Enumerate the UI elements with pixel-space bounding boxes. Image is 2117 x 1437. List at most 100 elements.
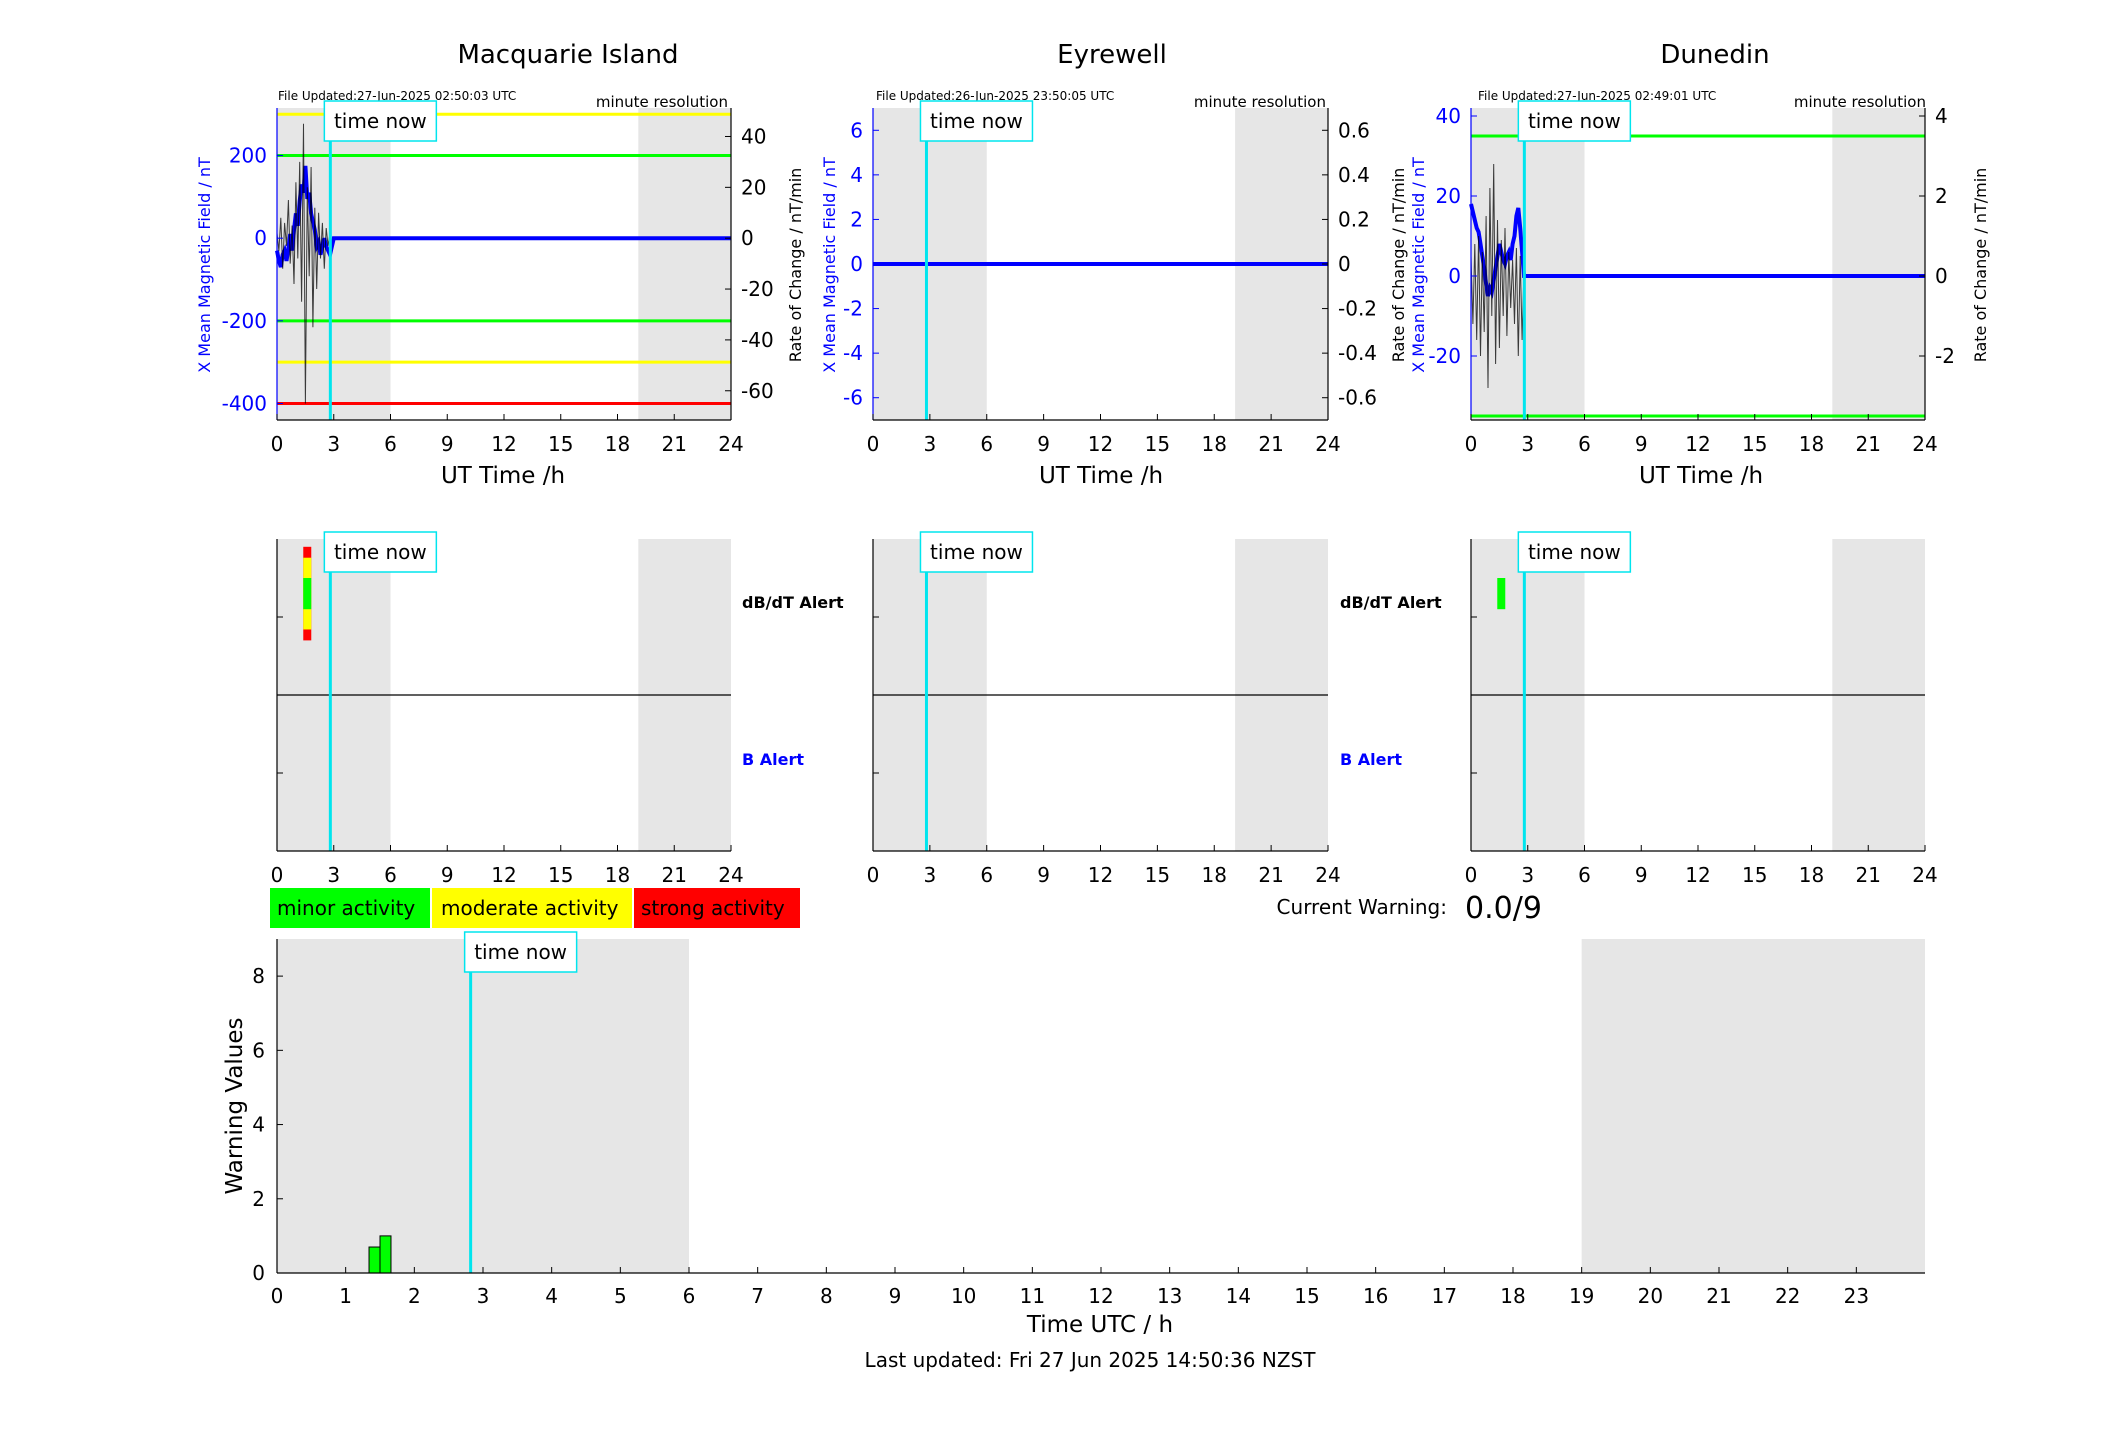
y-right-tick-label: 2 — [1935, 184, 1948, 208]
y-right-tick-label: 0 — [741, 226, 754, 250]
y-left-tick-label: 0 — [254, 226, 267, 250]
y-right-tick-label: 0.2 — [1338, 207, 1370, 231]
y-left-tick-label: -200 — [222, 309, 267, 333]
x-tick-label: 21 — [662, 863, 687, 887]
ylabel-right-dunedin: Rate of Change / nT/min — [1971, 168, 1990, 363]
y-right-tick-label: -40 — [741, 328, 774, 352]
time-now-label: time now — [334, 109, 427, 133]
y-left-tick-label: 0 — [850, 252, 863, 276]
y-left-tick-label: 0 — [1448, 264, 1461, 288]
footer-last-updated: Last updated: Fri 27 Jun 2025 14:50:36 N… — [865, 1348, 1317, 1372]
x-tick-label: 12 — [1685, 432, 1710, 456]
y-right-tick-label: -2 — [1935, 344, 1955, 368]
shaded-night-region — [277, 108, 391, 420]
x-tick-label: 15 — [1145, 432, 1170, 456]
x-tick-label: 12 — [1685, 863, 1710, 887]
ylabel-right-eyrewell: Rate of Change / nT/min — [1389, 168, 1408, 363]
y-left-tick-label: 20 — [1436, 184, 1461, 208]
x-tick-label: 24 — [1912, 432, 1937, 456]
x-tick-label: 17 — [1432, 1284, 1457, 1308]
b-alert-label-macquarie: B Alert — [742, 750, 804, 769]
x-tick-label: 12 — [1088, 863, 1113, 887]
y-right-tick-label: 0 — [1338, 252, 1351, 276]
y-right-tick-label: 20 — [741, 175, 766, 199]
y-right-tick-label: -60 — [741, 379, 774, 403]
resolution-macquarie: minute resolution — [596, 93, 728, 111]
x-tick-label: 21 — [1258, 432, 1283, 456]
panel-dunedin_alert: time now 0 3 6 9 12 15 18 21 24 — [1465, 531, 1938, 887]
time-now-label-box — [323, 531, 438, 573]
title-macquarie: Macquarie Island — [457, 40, 678, 70]
x-tick-label: 18 — [1500, 1284, 1525, 1308]
x-tick-label: 18 — [605, 863, 630, 887]
y-right-tick-label: 40 — [741, 124, 766, 148]
y-tick-label: 4 — [252, 1113, 265, 1137]
ylabel-left-macquarie: X Mean Magnetic Field / nT — [195, 157, 214, 373]
time-now-label: time now — [474, 940, 567, 964]
dbdt-alert-label-macquarie: dB/dT Alert — [742, 593, 844, 612]
y-left-tick-label: 2 — [850, 207, 863, 231]
y-left-tick-label: 6 — [850, 118, 863, 142]
y-left-tick-label: 40 — [1436, 104, 1461, 128]
x-tick-label: 22 — [1775, 1284, 1800, 1308]
x-tick-label: 3 — [924, 863, 937, 887]
time-now-label-box — [919, 531, 1034, 573]
x-tick-label: 0 — [271, 432, 284, 456]
x-tick-label: 3 — [924, 432, 937, 456]
x-tick-label: 11 — [1020, 1284, 1045, 1308]
title-eyrewell: Eyrewell — [1057, 40, 1167, 70]
y-left-tick-label: -2 — [843, 297, 863, 321]
x-tick-label: 2 — [408, 1284, 421, 1308]
x-tick-label: 9 — [1037, 432, 1050, 456]
xlabel-warning: Time UTC / h — [1026, 1312, 1173, 1338]
x-tick-label: 9 — [441, 432, 454, 456]
time-now-label: time now — [1528, 109, 1621, 133]
y-tick-label: 2 — [252, 1187, 265, 1211]
time-now-label-box — [1517, 100, 1632, 142]
x-tick-label: 4 — [545, 1284, 558, 1308]
legend-box-strong — [634, 888, 800, 928]
x-tick-label: 18 — [1799, 863, 1824, 887]
panel-eyrewell: time now-6-4-20246-0.6-0.4-0.200.20.40.6… — [843, 100, 1377, 456]
legend-label-moderate: moderate activity — [441, 896, 619, 920]
xlabel-dunedin: UT Time /h — [1639, 463, 1763, 489]
x-tick-label: 15 — [548, 432, 573, 456]
x-tick-label: 7 — [751, 1284, 764, 1308]
shaded-night-region — [638, 108, 731, 420]
file-updated-eyrewell: File Updated:26-Jun-2025 23:50:05 UTC — [876, 89, 1114, 103]
x-tick-label: 18 — [1202, 863, 1227, 887]
x-tick-label: 12 — [491, 863, 516, 887]
x-tick-label: 9 — [889, 1284, 902, 1308]
x-tick-label: 21 — [1706, 1284, 1731, 1308]
x-tick-label: 0 — [271, 1284, 284, 1308]
shaded-night-region — [277, 939, 689, 1273]
x-tick-label: 8 — [820, 1284, 833, 1308]
x-tick-label: 6 — [1578, 432, 1591, 456]
ylabel-right-macquarie: Rate of Change / nT/min — [786, 168, 805, 363]
legend-box-moderate — [432, 888, 632, 928]
shaded-night-region — [1581, 939, 1925, 1273]
ylabel-warning: Warning Values — [222, 1017, 248, 1194]
time-now-label-box — [919, 100, 1034, 142]
x-tick-label: 3 — [1521, 432, 1534, 456]
dbdt-alert-label-eyrewell: dB/dT Alert — [1340, 593, 1442, 612]
file-updated-dunedin: File Updated:27-Jun-2025 02:49:01 UTC — [1478, 89, 1716, 103]
x-tick-label: 9 — [441, 863, 454, 887]
x-tick-label: 12 — [1088, 432, 1113, 456]
y-right-tick-label: -20 — [741, 277, 774, 301]
magnetic-field-line — [1469, 203, 1925, 299]
time-now-label-box — [323, 100, 438, 142]
y-tick-label: 6 — [252, 1038, 265, 1062]
current-warning-value: 0.0/9 — [1465, 891, 1542, 926]
x-tick-label: 0 — [1465, 863, 1478, 887]
x-tick-label: 6 — [1578, 863, 1591, 887]
x-tick-label: 15 — [1294, 1284, 1319, 1308]
y-left-tick-label: -400 — [222, 391, 267, 415]
x-tick-label: 21 — [1856, 863, 1881, 887]
x-tick-label: 6 — [683, 1284, 696, 1308]
ylabel-left-eyrewell: X Mean Magnetic Field / nT — [820, 157, 839, 373]
